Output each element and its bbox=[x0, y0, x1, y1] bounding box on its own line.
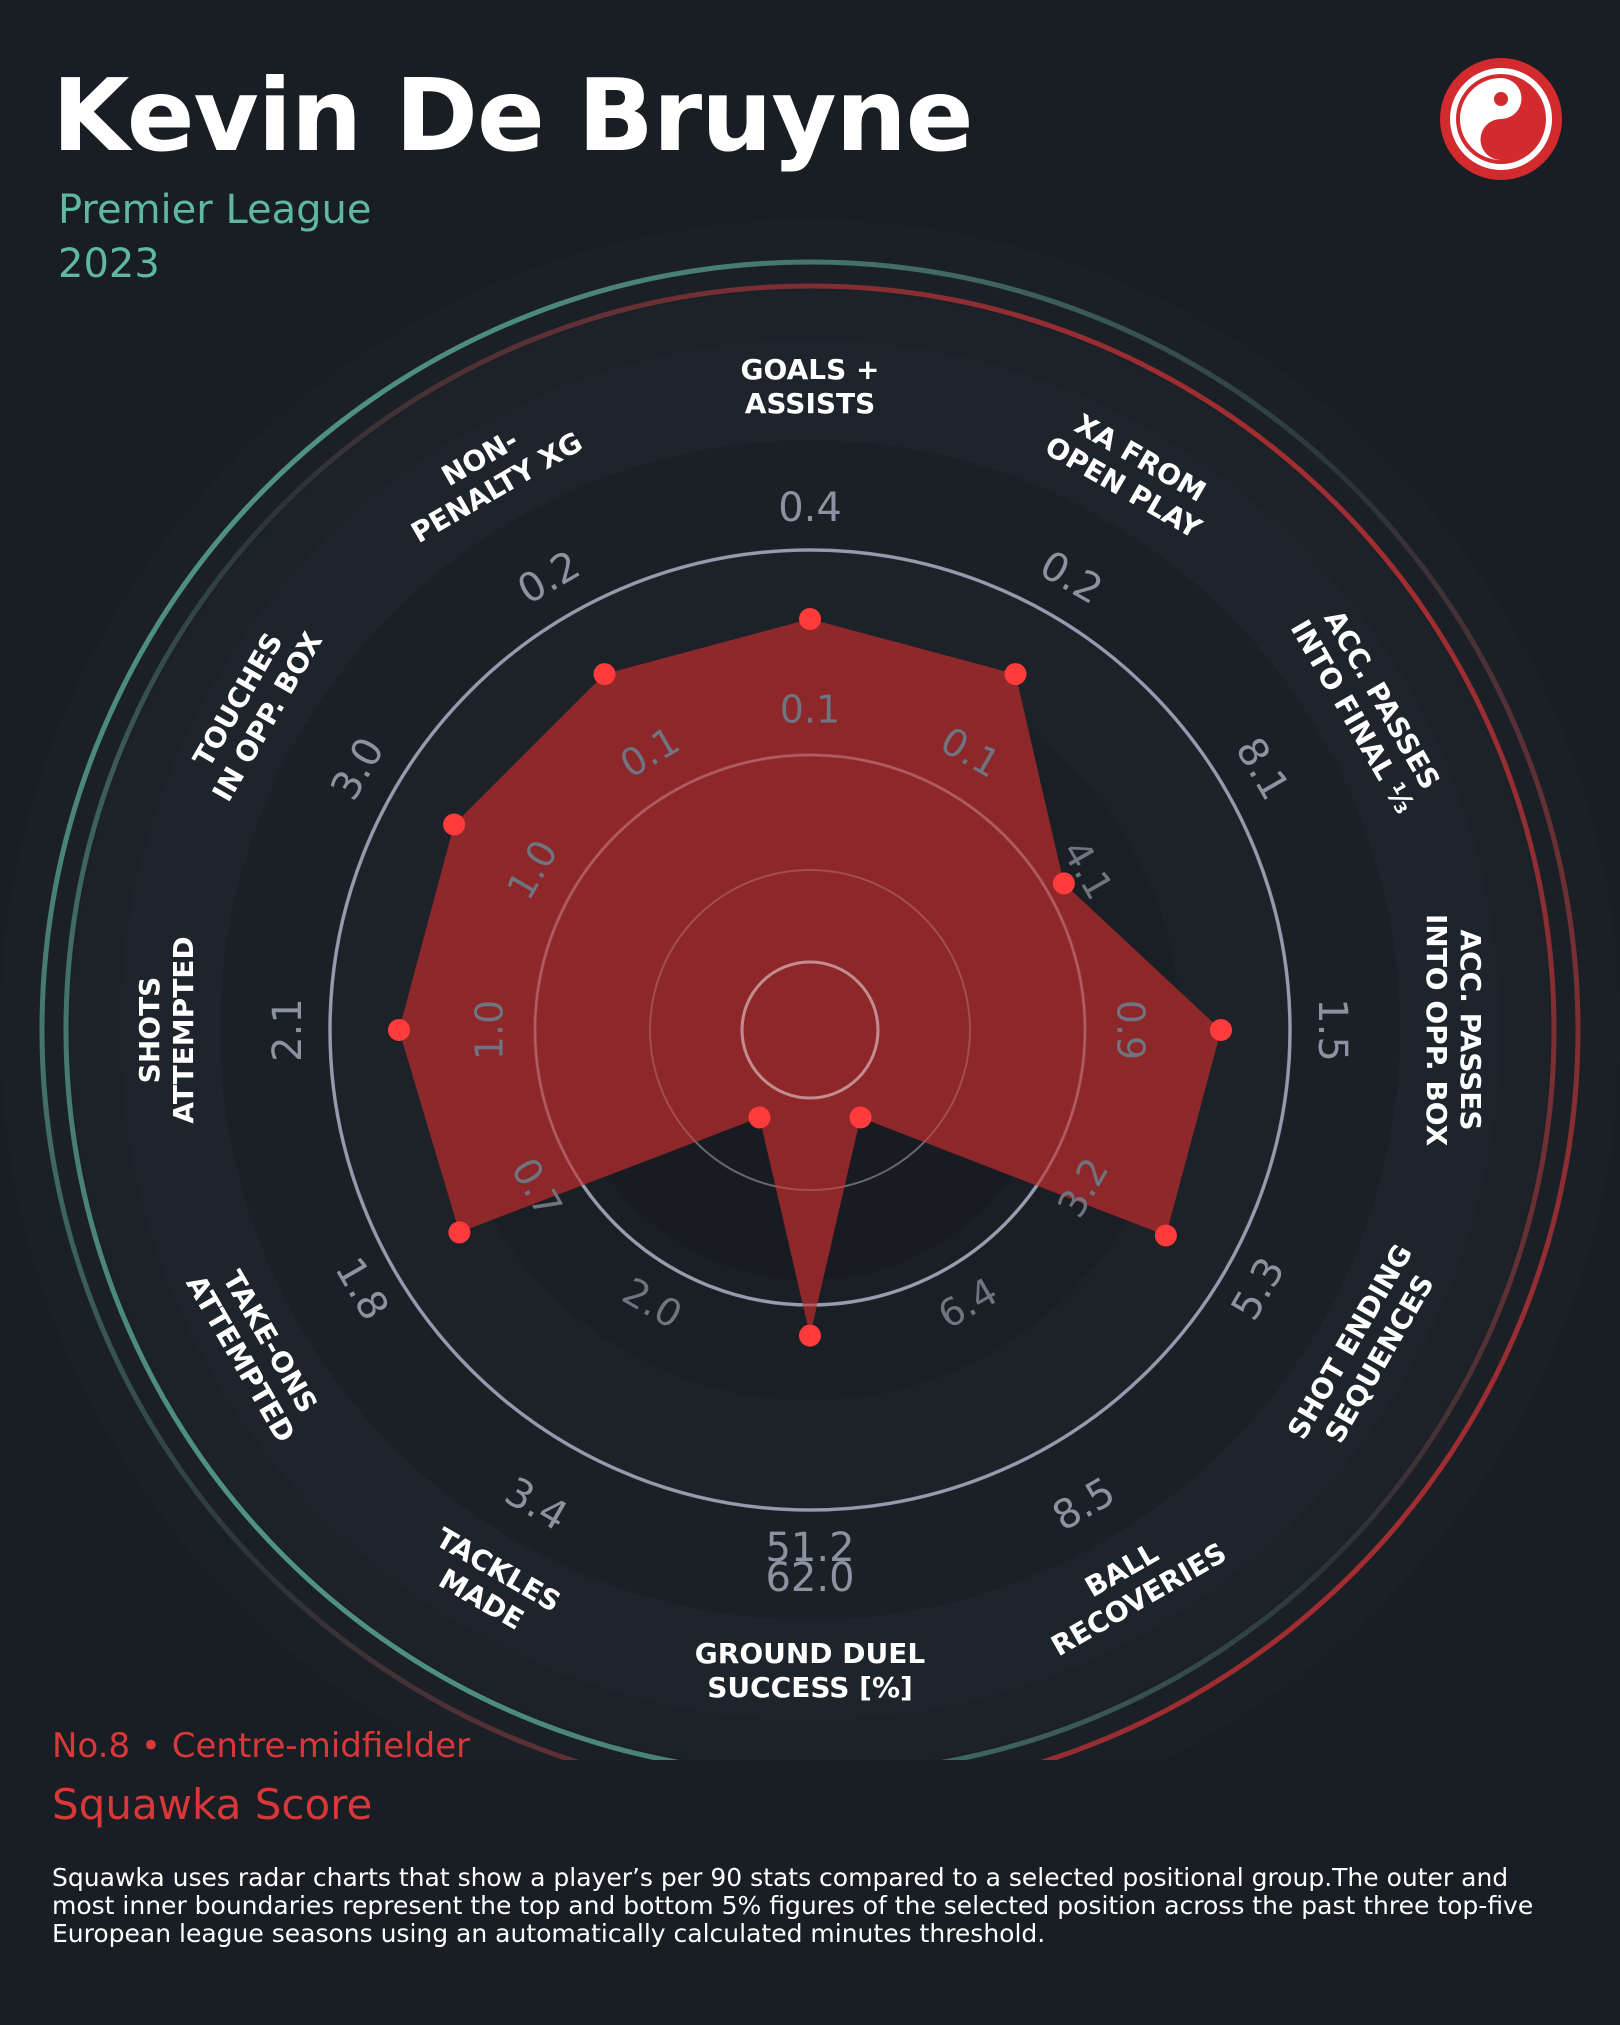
tick-label: 2.1 bbox=[265, 998, 311, 1062]
guide-ring-overlay-core bbox=[649, 869, 971, 1191]
disclaimer-text: Squawka uses radar charts that show a pl… bbox=[52, 1863, 1534, 1948]
data-point-8 bbox=[448, 1221, 471, 1244]
guide-ring-outer bbox=[328, 548, 1292, 1512]
data-point-5 bbox=[849, 1106, 872, 1129]
data-point-10 bbox=[443, 813, 466, 836]
data-point-3 bbox=[1210, 1019, 1232, 1041]
squawka-logo-icon bbox=[1440, 58, 1562, 180]
logo-graphic bbox=[1450, 68, 1552, 170]
player-position-tag: No.8 • Centre-midfielder bbox=[52, 1726, 471, 1766]
tick-label: 0.4 bbox=[778, 485, 842, 531]
metric-label-group: GOALS +ASSISTS bbox=[741, 353, 880, 420]
center-circle-overlay bbox=[740, 960, 880, 1100]
tick-label: 0.9 bbox=[1109, 1000, 1153, 1060]
metric-label: ASSISTS bbox=[745, 387, 876, 420]
metric-label: GOALS + bbox=[741, 353, 880, 386]
tick-label: 0.1 bbox=[780, 688, 840, 732]
data-point-2 bbox=[1052, 872, 1075, 895]
tick-label: 1.0 bbox=[468, 1000, 512, 1060]
tick-label: 1.5 bbox=[1309, 998, 1355, 1062]
tick-label: 51.2 bbox=[765, 1525, 854, 1571]
data-point-1 bbox=[1004, 663, 1027, 686]
metric-label: ACC. PASSES bbox=[1454, 929, 1487, 1130]
data-point-0 bbox=[799, 608, 821, 630]
data-point-7 bbox=[748, 1106, 771, 1129]
metric-label: GROUND DUEL bbox=[695, 1637, 926, 1670]
metric-label: SUCCESS [%] bbox=[707, 1671, 913, 1704]
metric-label: INTO OPP. BOX bbox=[1420, 914, 1453, 1147]
outer-ring-teal-red bbox=[39, 259, 1581, 1760]
radar-chart: 0.40.10.20.1 8.14.11.50.95.33.28.56.462.0… bbox=[39, 259, 1581, 1760]
data-point-6 bbox=[799, 1324, 821, 1347]
metric-label-group: SHOTS ATTEMPTED bbox=[133, 936, 200, 1123]
tick-label: 62.0 bbox=[765, 1555, 854, 1601]
player-name: Kevin De Bruyne bbox=[52, 57, 974, 174]
guide-ring-overlay-inner bbox=[534, 754, 1086, 1306]
season-year: 2023 bbox=[58, 241, 160, 287]
data-point-11 bbox=[593, 663, 616, 686]
outer-ring-red-teal bbox=[63, 283, 1557, 1760]
guide-ring-overlay bbox=[329, 549, 1291, 1511]
metric-label: ATTEMPTED bbox=[167, 936, 200, 1123]
radar-shape bbox=[329, 549, 1291, 1511]
league-name: Premier League bbox=[58, 187, 372, 233]
squawka-score-label: Squawka Score bbox=[52, 1780, 373, 1829]
metric-label: SHOTS bbox=[133, 977, 166, 1084]
data-point-4 bbox=[1154, 1224, 1177, 1247]
radar-area bbox=[399, 619, 1221, 1336]
data-point-9 bbox=[388, 1019, 410, 1041]
